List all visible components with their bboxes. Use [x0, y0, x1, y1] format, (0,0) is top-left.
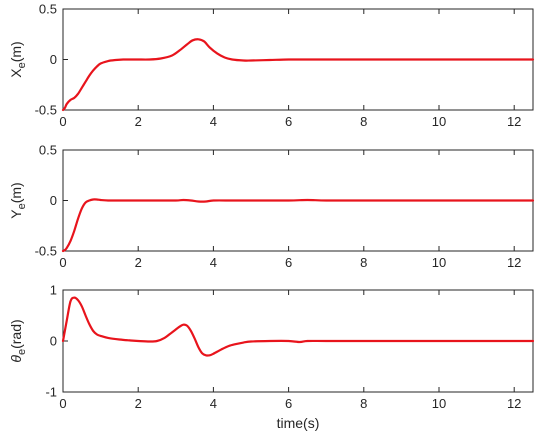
series-line-1: [61, 38, 535, 112]
x-tick-label: 8: [360, 255, 367, 270]
y-tick-label: -1: [45, 385, 57, 400]
y-axis-label: Ye(m): [8, 182, 28, 218]
x-tick-label: 10: [432, 114, 446, 129]
x-tick-label: 10: [432, 396, 446, 411]
x-tick-label: 12: [507, 255, 521, 270]
x-tick-label: 8: [360, 396, 367, 411]
y-tick-label: 0: [50, 334, 57, 349]
x-tick-label: 6: [285, 255, 292, 270]
x-tick-label: 6: [285, 114, 292, 129]
x-axis-label: time(s): [277, 415, 320, 431]
x-tick-label: 10: [432, 255, 446, 270]
x-tick-label: 0: [59, 114, 66, 129]
y-axis-label: θe(rad): [8, 319, 28, 362]
x-tick-label: 12: [507, 114, 521, 129]
y-axis-label-unit: (rad): [8, 319, 24, 349]
y-axis-label-unit: (m): [8, 41, 24, 62]
y-axis-label-main: θ: [8, 355, 24, 363]
series-line-1: [61, 296, 535, 357]
y-axis-label-subscript: e: [16, 62, 28, 68]
x-tick-label: 12: [507, 396, 521, 411]
y-axis-label-subscript: e: [16, 349, 28, 355]
x-tick-label: 6: [285, 396, 292, 411]
y-axis-label-unit: (m): [8, 182, 24, 203]
x-tick-label: 8: [360, 114, 367, 129]
series-line-1: [61, 198, 535, 253]
y-axis-label-main: X: [8, 68, 24, 78]
y-axis-label: Xe(m): [8, 41, 28, 77]
y-tick-label: 0: [50, 193, 57, 208]
x-tick-label: 2: [135, 114, 142, 129]
x-tick-label: 4: [210, 255, 217, 270]
x-tick-label: 4: [210, 396, 217, 411]
y-axis-label-subscript: e: [16, 203, 28, 209]
x-tick-label: 0: [59, 255, 66, 270]
y-axis-label-main: Y: [8, 209, 24, 219]
y-tick-label: 0.5: [39, 2, 57, 17]
x-tick-label: 0: [59, 396, 66, 411]
y-tick-label: 1: [50, 283, 57, 298]
y-tick-label: 0.5: [39, 143, 57, 158]
subplot-2: 0 2 4 6 8 10 12-0.500.5Ye(m): [8, 143, 535, 270]
y-tick-label: -0.5: [35, 103, 57, 118]
x-tick-label: 2: [135, 396, 142, 411]
subplot-1: 0 2 4 6 8 10 12-0.500.5Xe(m): [8, 2, 535, 129]
y-tick-label: 0: [50, 52, 57, 67]
y-tick-label: -0.5: [35, 244, 57, 259]
x-tick-label: 4: [210, 114, 217, 129]
x-tick-label: 2: [135, 255, 142, 270]
